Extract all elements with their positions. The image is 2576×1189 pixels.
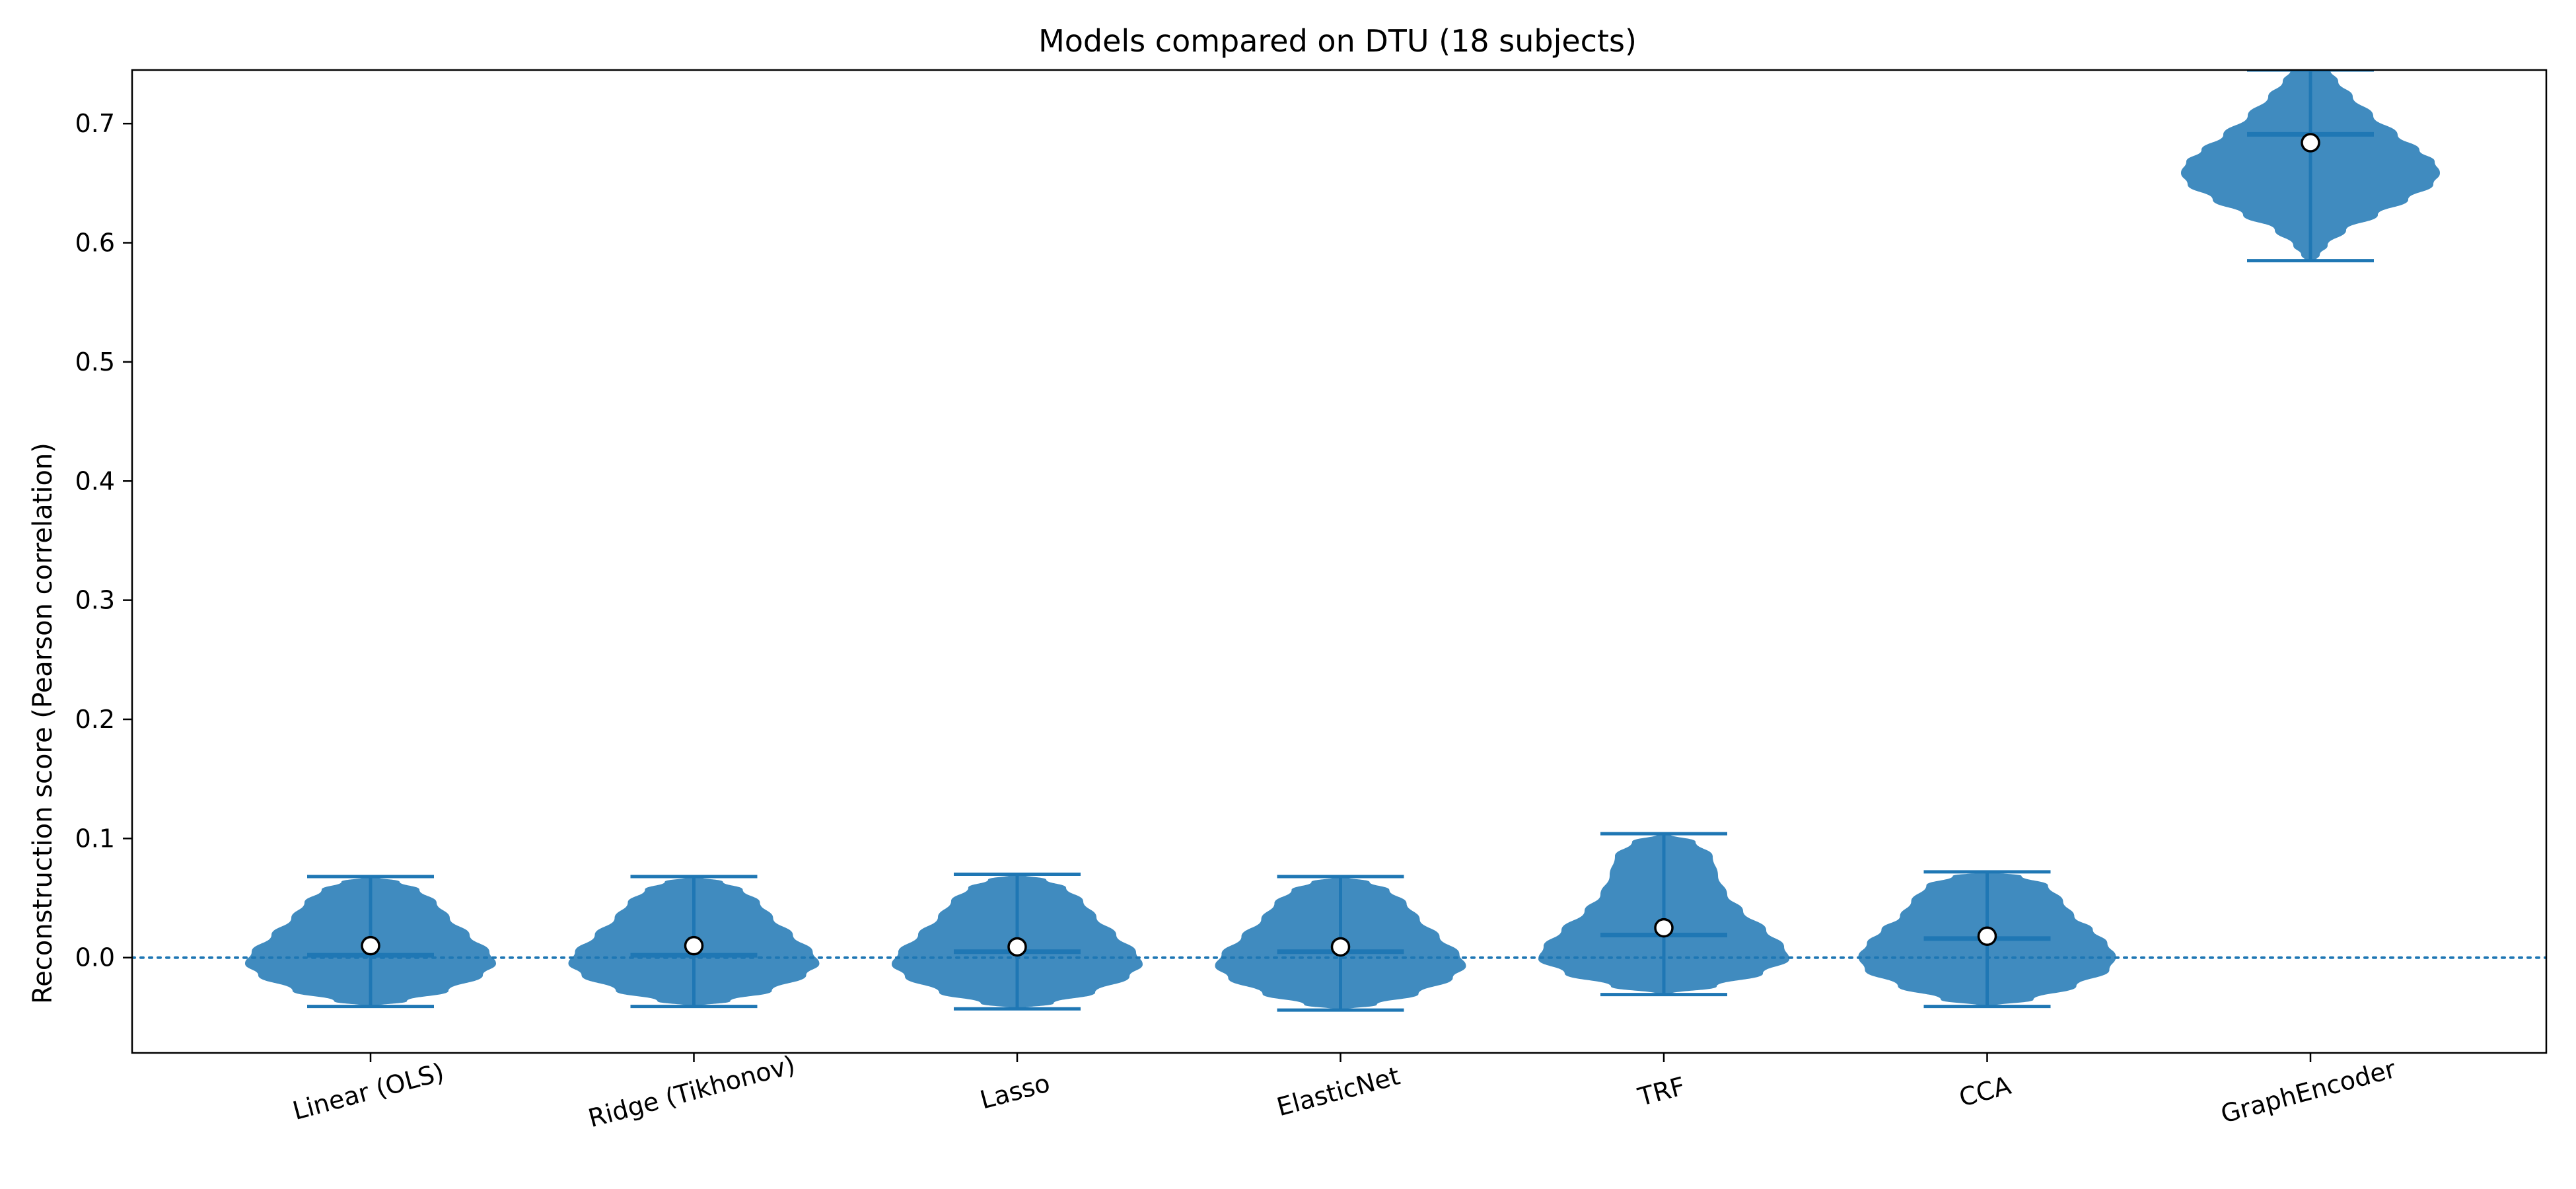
y-tick-label: 0.6 — [75, 229, 115, 258]
x-tick-label-group: Lasso — [977, 1068, 1053, 1114]
mean-marker — [684, 935, 704, 956]
mean-marker — [1977, 926, 1997, 946]
violin-lasso — [892, 872, 1143, 1011]
y-tick-label: 0.0 — [75, 943, 115, 972]
violin-elasticnet — [1215, 875, 1466, 1012]
x-tick-label: Ridge (Tikhonov) — [585, 1050, 798, 1134]
violin-linear-ols — [245, 875, 496, 1009]
x-tick-label: TRF — [1634, 1071, 1688, 1112]
x-tick-label: ElasticNet — [1273, 1062, 1403, 1122]
plot-frame — [131, 69, 2548, 1054]
y-tick-label: 0.2 — [75, 705, 115, 734]
y-tick-label: 0.5 — [75, 347, 115, 377]
x-tick-label-group: Linear (OLS) — [289, 1058, 447, 1126]
violin-trf — [1538, 832, 1789, 997]
x-tick-label: CCA — [1956, 1071, 2014, 1112]
y-tick-label: 0.3 — [75, 586, 115, 615]
plot-area — [132, 70, 2546, 1012]
y-tick-label: 0.1 — [75, 824, 115, 853]
y-tick-label: 0.7 — [75, 109, 115, 138]
mean-marker — [1654, 918, 1674, 938]
violin-graphencoder — [2181, 70, 2440, 263]
mean-marker — [1007, 937, 1027, 957]
violin-ridge-tikhonov — [568, 875, 820, 1009]
x-tick-label: GraphEncoder — [2218, 1054, 2399, 1129]
x-tick-label-group: Ridge (Tikhonov) — [585, 1050, 798, 1134]
x-tick-label-group: GraphEncoder — [2218, 1054, 2399, 1129]
y-axis-label-group: Reconstruction score (Pearson correlatio… — [28, 443, 58, 1004]
mean-marker — [1330, 937, 1351, 957]
violin-cca — [1858, 870, 2116, 1009]
y-axis-label: Reconstruction score (Pearson correlatio… — [28, 443, 58, 1004]
y-tick-label: 0.4 — [75, 466, 115, 495]
x-tick-label-group: TRF — [1634, 1071, 1688, 1112]
x-tick-label: Linear (OLS) — [289, 1058, 447, 1126]
x-tick-label: Lasso — [977, 1068, 1053, 1114]
mean-marker — [2301, 133, 2320, 153]
x-tick-label-group: CCA — [1956, 1071, 2014, 1112]
mean-marker — [361, 935, 380, 956]
x-tick-label-group: ElasticNet — [1273, 1062, 1403, 1122]
chart-title: Models compared on DTU (18 subjects) — [1038, 23, 1637, 59]
